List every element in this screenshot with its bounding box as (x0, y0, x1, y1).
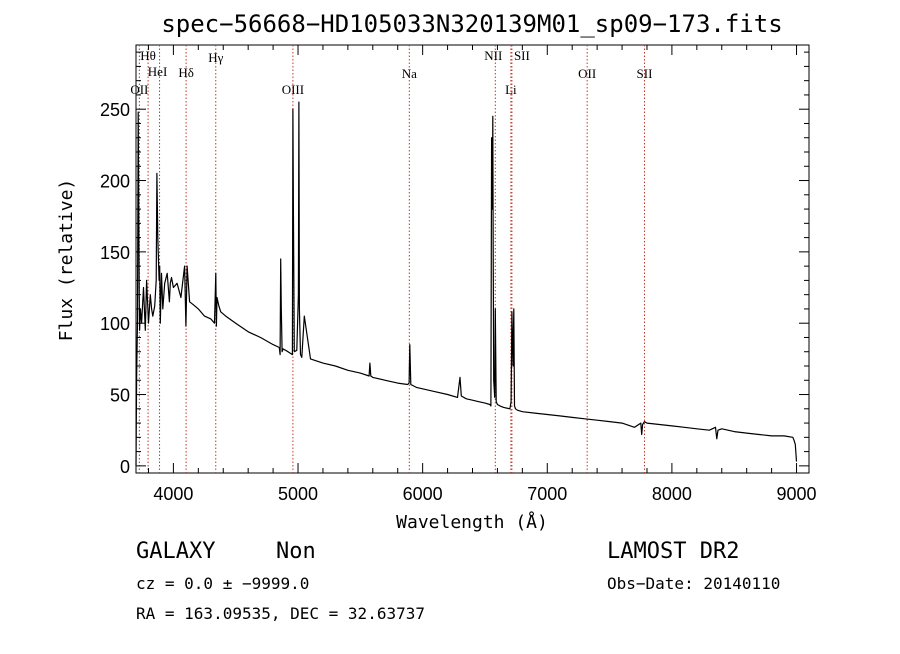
object-class: GALAXY (136, 539, 215, 564)
ra-dec: RA = 163.09535, DEC = 32.63737 (136, 604, 425, 623)
redshift-cz: cz = 0.0 ± −9999.0 (136, 574, 309, 593)
marker-label-3: Hδ (178, 65, 194, 80)
marker-label-4: Hγ (208, 50, 223, 65)
marker-label-9: Li (505, 82, 517, 97)
spectrum-line (135, 101, 798, 466)
marker-label-7: NII (484, 48, 502, 63)
axis-ticks: 4000 5000 6000 7000 8000 9000 0 50 100 150 200 250 (100, 45, 817, 504)
marker-label-0: Hθ (140, 48, 156, 63)
y-tick-label-0: 0 (120, 457, 130, 477)
survey-name: LAMOST DR2 (607, 539, 739, 564)
y-tick-label-4: 200 (100, 172, 130, 192)
observation-date: Obs−Date: 20140110 (607, 574, 780, 593)
marker-label-8: SII (514, 48, 530, 63)
x-axis-label: Wavelength (Å) (396, 511, 548, 533)
x-tick-label-2: 6000 (403, 484, 443, 504)
marker-label-2: HeI (148, 64, 168, 79)
x-tick-label-0: 4000 (153, 484, 193, 504)
plot-frame (135, 44, 810, 474)
x-tick-label-5: 9000 (777, 484, 817, 504)
x-tick-label-4: 8000 (652, 484, 692, 504)
marker-label-10: OII (578, 66, 596, 81)
x-tick-label-3: 7000 (527, 484, 567, 504)
y-tick-label-3: 150 (100, 243, 130, 263)
y-tick-label-1: 50 (110, 386, 130, 406)
y-tick-label-5: 250 (100, 100, 130, 120)
marker-label-5: OIII (282, 82, 304, 97)
marker-label-11: SII (637, 66, 653, 81)
y-tick-label-2: 100 (100, 314, 130, 334)
chart-title: spec−56668−HD105033N320139M01_sp09−173.f… (161, 10, 782, 38)
y-axis-label: Flux (relative) (56, 179, 77, 342)
x-tick-label-1: 5000 (278, 484, 318, 504)
marker-label-6: Na (402, 66, 417, 81)
object-subclass: Non (276, 539, 316, 564)
marker-label-1: OII (130, 82, 148, 97)
